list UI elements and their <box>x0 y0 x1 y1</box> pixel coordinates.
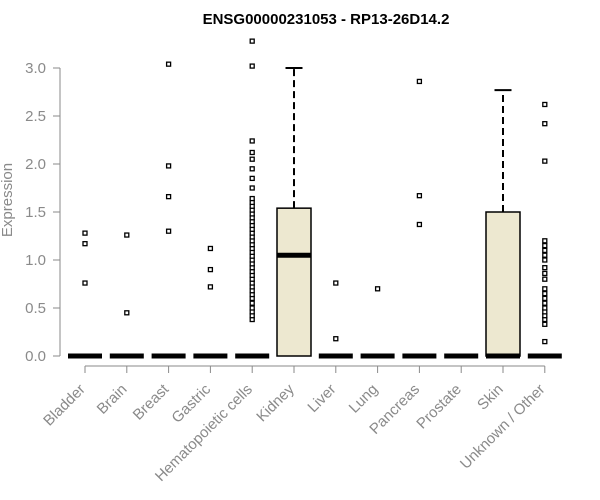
outlier-point <box>416 221 423 228</box>
outlier-point <box>249 195 255 202</box>
outlier-point <box>82 241 88 247</box>
x-tick-label: Kidney <box>253 381 298 426</box>
outlier-point <box>542 265 548 271</box>
outlier-point <box>542 158 548 164</box>
outlier-point <box>542 286 548 292</box>
outlier-point <box>542 238 548 244</box>
outlier-point <box>165 193 172 200</box>
outlier-point <box>249 166 255 172</box>
outlier-point <box>542 242 548 249</box>
y-tick-label: 2.0 <box>25 156 46 173</box>
outlier-point <box>542 270 548 277</box>
outlier-point <box>82 280 88 286</box>
outlier-point <box>542 276 548 282</box>
boxes-layer <box>68 67 562 359</box>
y-tick-label: 1.5 <box>25 204 46 221</box>
outlier-point <box>333 336 339 342</box>
outlier-point <box>542 338 548 345</box>
y-tick-label: 2.5 <box>25 108 46 125</box>
x-tick-label: Lung <box>346 381 382 417</box>
y-tick-label: 0.0 <box>25 348 46 365</box>
outlier-point <box>249 300 255 306</box>
x-tick-label: Liver <box>304 381 339 416</box>
outlier-point <box>542 257 548 263</box>
outlier-point <box>249 138 255 144</box>
outlier-point <box>82 230 88 236</box>
outlier-point <box>542 300 548 306</box>
outlier-point <box>249 63 255 69</box>
box-kidney <box>276 67 312 357</box>
outlier-point <box>542 321 548 327</box>
box-body <box>276 207 312 357</box>
outlier-point <box>542 252 548 258</box>
x-tick-label: Bladder <box>40 381 89 430</box>
x-tick-label: Brain <box>94 381 131 418</box>
outlier-point <box>542 247 548 254</box>
outlier-point <box>165 228 172 234</box>
outlier-point <box>249 156 255 162</box>
outlier-point <box>249 149 255 156</box>
outlier-point <box>124 232 130 238</box>
outlier-point <box>416 78 423 85</box>
chart-title: ENSG00000231053 - RP13-26D14.2 <box>203 11 450 28</box>
outlier-point <box>374 286 381 292</box>
outlier-point <box>333 280 339 286</box>
outlier-point <box>416 193 423 199</box>
x-tick-label: Skin <box>474 381 507 414</box>
outlier-point <box>542 290 548 297</box>
outlier-point <box>542 305 548 311</box>
y-tick-label: 1.0 <box>25 252 46 269</box>
outlier-point <box>207 284 214 290</box>
x-tick-label: Prostate <box>413 381 465 433</box>
y-tick-label: 3.0 <box>25 60 46 77</box>
outlier-point <box>249 305 255 311</box>
box-skin <box>485 89 521 359</box>
y-tick-label: 0.5 <box>25 300 46 317</box>
y-axis: 0.0 0.5 1.0 1.5 2.0 2.5 3.0 <box>25 60 61 365</box>
outlier-point <box>542 101 548 108</box>
outlier-point <box>542 121 548 127</box>
outlier-point <box>249 185 255 191</box>
x-tick-label: Breast <box>130 380 173 423</box>
outlier-point <box>165 61 172 67</box>
outlier-point <box>542 295 548 302</box>
outlier-point <box>249 175 255 182</box>
outliers-layer <box>82 38 548 345</box>
box-body <box>485 211 521 357</box>
outlier-point <box>165 163 172 169</box>
outlier-point <box>207 245 214 252</box>
outlier-point <box>249 38 255 44</box>
y-axis-label: Expression <box>0 163 16 237</box>
outlier-point <box>124 310 130 316</box>
outlier-point <box>207 266 214 273</box>
